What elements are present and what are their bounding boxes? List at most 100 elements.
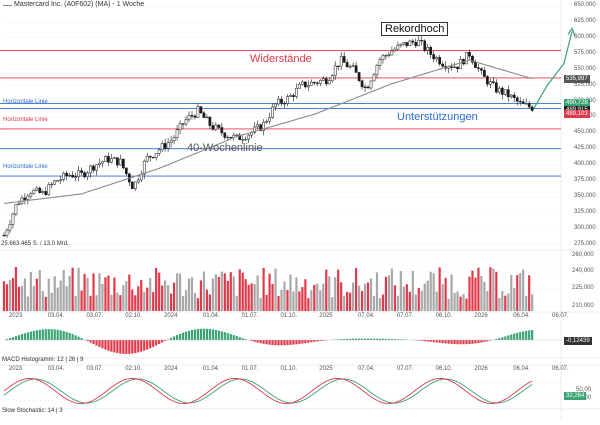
candle-body [412, 41, 414, 42]
volume-bar [179, 274, 181, 311]
candle-body [188, 115, 190, 119]
macd-bar [239, 337, 241, 340]
candle-body [176, 130, 178, 138]
volume-bar [191, 277, 193, 311]
macd-bar [197, 329, 199, 340]
candle-body [367, 87, 369, 88]
macd-bar [203, 329, 205, 340]
volume-bar [483, 282, 485, 311]
candle-body [9, 224, 11, 230]
volume-bar [465, 299, 467, 311]
x-axis-label: 01.04. [203, 366, 220, 372]
volume-bar [439, 267, 441, 311]
macd-bar [301, 340, 303, 344]
x-axis-label: 2026 [474, 313, 487, 319]
candle-body [343, 56, 345, 62]
x-axis-label: 06.04. [513, 366, 530, 372]
candle-body [516, 98, 518, 101]
macd-bar [230, 334, 232, 340]
x-axis-label: 2024 [164, 313, 177, 319]
x-axis-label: 01.10. [280, 366, 297, 372]
candle-body [504, 90, 506, 95]
macd-bar [507, 335, 509, 340]
candle-body [155, 153, 157, 157]
volume-bar [30, 272, 32, 311]
candle-body [15, 204, 17, 214]
volume-bar [489, 267, 491, 311]
volume-bar [227, 281, 229, 311]
candle-body [236, 135, 238, 136]
price-tick: 425,000 [574, 145, 596, 151]
price-tick: 450,000 [574, 129, 596, 135]
volume-bar [295, 277, 297, 311]
candle-body [331, 76, 333, 81]
volume-bar [12, 278, 14, 311]
macd-bar [152, 340, 154, 347]
candle-body [107, 156, 109, 162]
volume-bar [340, 282, 342, 311]
candle-body [373, 75, 375, 81]
volume-bar [391, 268, 393, 311]
volume-bar [292, 291, 294, 311]
macd-bar [206, 329, 208, 340]
macd-bar [39, 330, 41, 340]
volume-bar [167, 285, 169, 311]
x-axis-label: 07.04. [358, 313, 375, 319]
candle-body [525, 103, 527, 104]
candle-body [304, 82, 306, 87]
macd-bar [33, 331, 35, 340]
volume-bar [51, 293, 53, 311]
candle-body [418, 40, 420, 46]
candle-body [77, 171, 79, 177]
x-axis-label: 2024 [164, 366, 177, 372]
volume-bar [36, 279, 38, 311]
macd-bar [72, 334, 74, 340]
volume-bar [504, 296, 506, 311]
macd-bar [227, 333, 229, 340]
volume-bar [80, 291, 82, 311]
candle-body [310, 82, 312, 85]
macd-bar [42, 329, 44, 340]
candle-body [507, 90, 509, 97]
candle-body [322, 79, 324, 81]
candle-body [468, 52, 470, 56]
x-axis-label: 06.10. [436, 366, 453, 372]
volume-bar [77, 268, 79, 311]
volume-bar [271, 284, 273, 311]
volume-bar [248, 285, 250, 311]
candle-body [289, 95, 291, 96]
macd-bar [30, 332, 32, 340]
macd-bar [12, 337, 14, 340]
macd-bar [531, 330, 533, 340]
candle-body [489, 82, 491, 85]
macd-bar [462, 340, 464, 344]
macd-bar [194, 329, 196, 340]
macd-bar [436, 340, 438, 343]
ma40-line [4, 60, 532, 203]
candle-body [513, 95, 515, 98]
candle-body [131, 182, 133, 189]
volume-bar [257, 276, 259, 311]
macd-bar [474, 340, 476, 343]
candle-body [230, 137, 232, 138]
candle-body [298, 84, 300, 88]
candle-body [206, 117, 208, 118]
volume-bar [200, 280, 202, 311]
volume-bar [265, 295, 267, 311]
candle-body [45, 191, 47, 194]
candle-body [430, 47, 432, 54]
candle-body [161, 143, 163, 149]
candle-body [498, 88, 500, 92]
candle-body [456, 67, 458, 69]
macd-bar [149, 340, 151, 348]
x-axis-label: 03.04. [48, 366, 65, 372]
candle-body [280, 99, 282, 103]
macd-bar [265, 340, 267, 344]
chart-title: Mastercard Inc. (A0F602) (MA) - 1 Woche [14, 1, 144, 8]
volume-bar [63, 270, 65, 311]
candle-body [519, 101, 521, 102]
volume-bar [486, 291, 488, 311]
macd-bar [173, 336, 175, 340]
volume-bar [230, 272, 232, 311]
candle-body [376, 65, 378, 74]
